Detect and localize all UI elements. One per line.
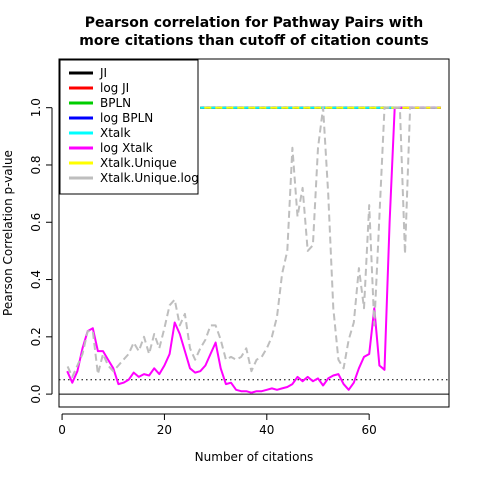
legend-entry-label: BPLN <box>100 96 131 110</box>
chart-title: Pearson correlation for Pathway Pairs wi… <box>79 15 428 49</box>
x-tick-label: 60 <box>362 423 377 437</box>
reference-lines <box>59 379 449 395</box>
y-tick-label: 0.0 <box>29 385 43 404</box>
series-lines <box>66 106 441 394</box>
y-axis-label: Pearson Correlation p-value <box>1 150 15 316</box>
y-tick-label: 0.4 <box>29 270 43 289</box>
chart-title-line-1: Pearson correlation for Pathway Pairs wi… <box>85 15 423 31</box>
legend-entry-label: log JI <box>100 81 129 95</box>
legend-entry-label: Xtalk.Unique <box>100 156 177 170</box>
x-tick-label: 40 <box>259 423 274 437</box>
x-tick-label: 0 <box>58 423 66 437</box>
y-tick-label: 0.6 <box>29 213 43 232</box>
legend-entry-label: log Xtalk <box>100 141 153 155</box>
legend-entry-label: JI <box>99 66 107 80</box>
series-line-log-xtalk <box>66 106 441 394</box>
y-tick-label: 0.8 <box>29 155 43 174</box>
y-tick-label: 0.2 <box>29 327 43 346</box>
legend-entry-label: log BPLN <box>100 111 153 125</box>
chart-title-line-2: more citations than cutoff of citation c… <box>79 33 428 49</box>
legend-entry-label: Xtalk <box>100 126 131 140</box>
legend-box <box>59 59 199 195</box>
legend-entry-label: Xtalk.Unique.log <box>100 171 199 185</box>
y-tick-label: 1.0 <box>29 98 43 117</box>
axes: 0 20 40 60 0.0 0.2 0.4 0.6 0.8 1.0 <box>29 98 377 437</box>
plot-frame <box>58 58 450 408</box>
x-tick-label: 20 <box>157 423 172 437</box>
x-axis-label: Number of citations <box>195 450 314 464</box>
